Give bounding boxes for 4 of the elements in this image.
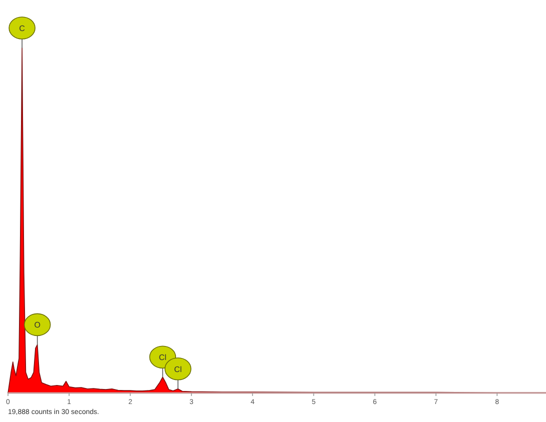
annotation: O [34,320,40,330]
annotation: C [19,24,26,33]
annotation: Cl [158,353,167,362]
annotation: Cl [174,364,182,374]
